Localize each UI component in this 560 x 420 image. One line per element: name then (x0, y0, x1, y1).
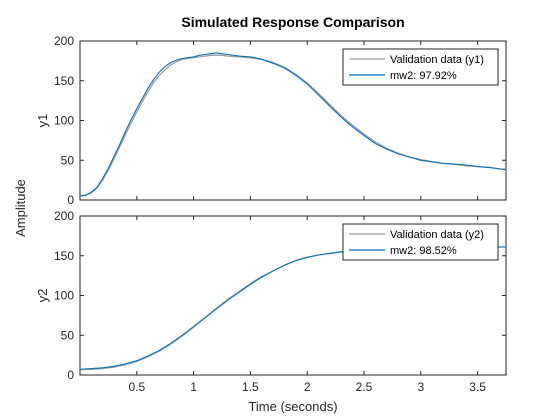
y-tick-label: 100 (54, 114, 74, 128)
subplot-y2-series (79, 246, 506, 371)
y-tick-label: 200 (54, 209, 74, 223)
legend-box (342, 223, 499, 261)
legend-label-model: mw2: 98.52% (390, 245, 457, 257)
x-tick-label: 3.5 (469, 380, 486, 394)
x-tick-label: 1.5 (242, 380, 259, 394)
x-tick-label: 3 (417, 380, 424, 394)
subplot-y1-ylabel: y1 (35, 114, 50, 128)
x-tick-label: 1 (190, 380, 197, 394)
x-tick-label: 0.5 (128, 380, 145, 394)
model-series-line (79, 246, 506, 370)
subplot-y2-legend: Validation data (y2) mw2: 98.52% (342, 223, 499, 261)
legend-box (342, 48, 499, 86)
subplot-y2: 0 50 100 150 200 0.5 1 1.5 2 2.5 3 3.5 y2 Validatio… (35, 209, 507, 394)
chart-title: Simulated Response Comparison (181, 14, 404, 30)
x-tick-label: 2 (304, 380, 311, 394)
validation-series-line (80, 246, 506, 371)
y-tick-label: 0 (67, 193, 74, 207)
x-tick-label: 2.5 (356, 380, 373, 394)
y-tick-label: 50 (61, 328, 75, 342)
y-tick-label: 0 (67, 368, 74, 382)
subplot-y2-ylabel: y2 (35, 289, 50, 303)
x-axis-label: Time (seconds) (248, 399, 337, 414)
subplot-y1-series (79, 52, 507, 197)
subplot-y1: 0 50 100 150 200 y1 Validation data (y1) mw2… (35, 34, 507, 207)
y-tick-label: 200 (54, 34, 74, 48)
subplot-y1-legend: Validation data (y1) mw2: 97.92% (342, 48, 499, 86)
subplot-y1-ticks: 0 50 100 150 200 (54, 34, 506, 207)
y-tick-label: 100 (54, 289, 74, 303)
y-tick-label: 150 (54, 249, 74, 263)
legend-label-validation: Validation data (y1) (390, 54, 484, 66)
y-tick-label: 50 (61, 153, 75, 167)
model-series-line (79, 52, 507, 197)
legend-label-validation: Validation data (y2) (390, 229, 484, 241)
y-tick-label: 150 (54, 74, 74, 88)
subplot-y2-ticks: 0 50 100 150 200 0.5 1 1.5 2 2.5 3 3.5 (54, 209, 506, 394)
amplitude-label: Amplitude (13, 179, 28, 237)
legend-label-model: mw2: 97.92% (390, 70, 457, 82)
